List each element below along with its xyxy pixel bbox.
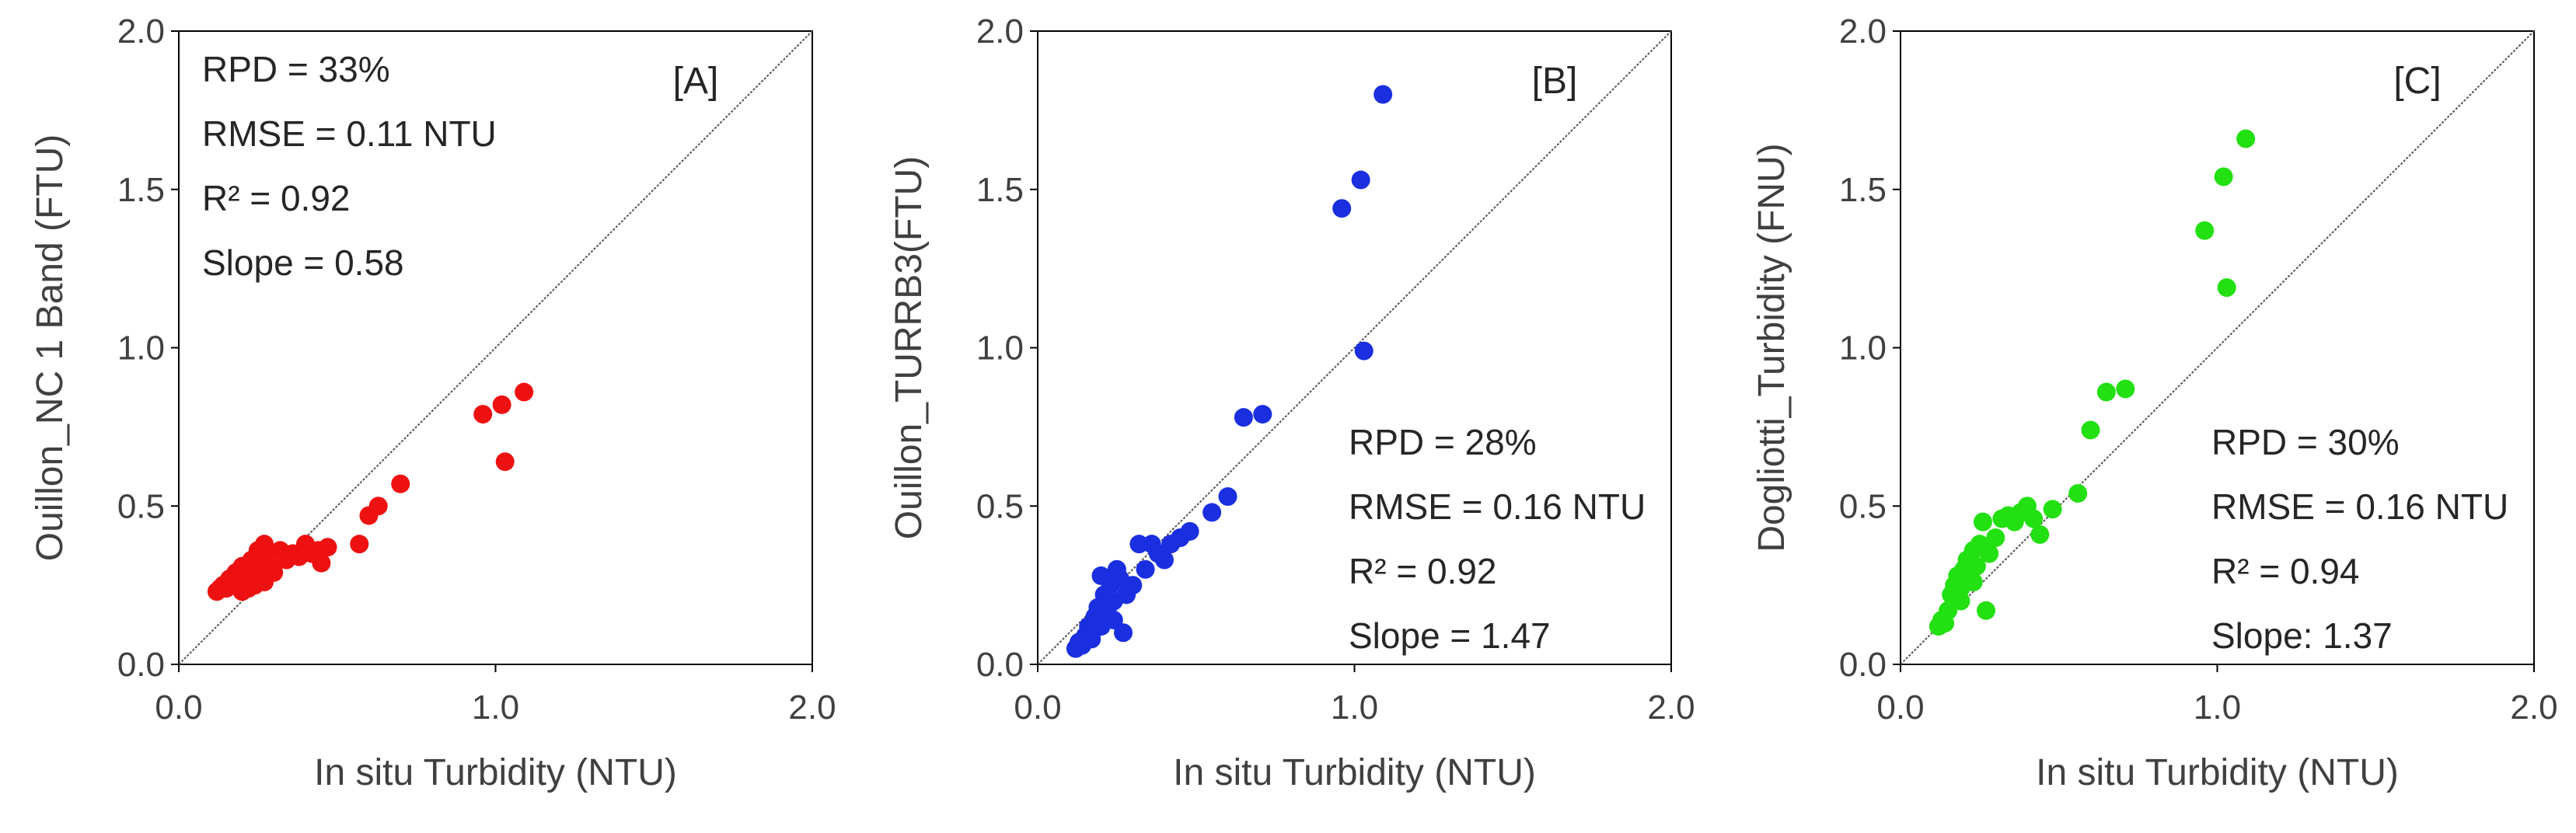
data-point xyxy=(1180,521,1199,541)
data-point xyxy=(255,535,274,554)
data-point xyxy=(2236,129,2256,148)
data-point xyxy=(2217,278,2236,298)
data-point xyxy=(1354,341,1374,361)
y-tick-label: 2.0 xyxy=(1839,12,1887,51)
x-tick-label: 0.0 xyxy=(155,688,202,727)
x-tick-label: 1.0 xyxy=(472,688,519,727)
data-point xyxy=(1136,559,1155,579)
stat-line: Slope = 1.47 xyxy=(1349,615,1551,656)
stat-line: RPD = 28% xyxy=(1349,422,1537,462)
data-point xyxy=(1114,623,1133,643)
data-point xyxy=(318,538,337,557)
y-tick-label: 0.5 xyxy=(976,487,1024,525)
y-tick-label: 1.5 xyxy=(117,171,165,209)
one-to-one-line xyxy=(1037,30,1672,665)
data-point xyxy=(2096,382,2116,402)
panel-label: [A] xyxy=(673,61,719,102)
data-point xyxy=(391,474,410,493)
data-point xyxy=(1977,601,1996,620)
data-point xyxy=(1986,528,2005,547)
x-tick-label: 2.0 xyxy=(2510,688,2557,727)
data-point xyxy=(2116,379,2135,399)
stat-line: R² = 0.92 xyxy=(1349,551,1497,591)
data-point xyxy=(1973,512,1992,532)
x-axis-title: In situ Turbidity (NTU) xyxy=(1173,752,1536,793)
data-point xyxy=(1939,601,1958,620)
y-tick-label: 1.0 xyxy=(976,329,1024,368)
data-point xyxy=(492,395,511,414)
x-tick-label: 0.0 xyxy=(1876,688,1924,727)
stat-line: Slope = 0.58 xyxy=(202,242,404,283)
stat-line: RMSE = 0.16 NTU xyxy=(2211,486,2508,527)
data-point xyxy=(2081,420,2100,440)
y-tick-label: 0.5 xyxy=(1839,487,1887,525)
y-tick-label: 0.0 xyxy=(1839,646,1887,684)
y-tick-label: 1.5 xyxy=(1839,171,1887,209)
x-axis-title: In situ Turbidity (NTU) xyxy=(2036,752,2399,793)
data-point xyxy=(264,563,284,582)
y-tick-label: 0.5 xyxy=(117,487,165,525)
y-tick-label: 0.0 xyxy=(976,646,1024,684)
stat-line: R² = 0.92 xyxy=(202,178,351,218)
y-tick-label: 1.0 xyxy=(117,329,165,368)
stat-line: RPD = 30% xyxy=(2211,422,2400,462)
data-point xyxy=(350,535,369,554)
data-point xyxy=(1332,199,1352,218)
data-point xyxy=(495,452,515,472)
data-point xyxy=(1374,85,1393,104)
data-point xyxy=(239,559,258,579)
y-tick-label: 2.0 xyxy=(976,12,1024,51)
y-axis-title: Dogliotti_Turbidity (FNU) xyxy=(1751,143,1792,552)
data-point xyxy=(368,497,388,516)
data-point xyxy=(1963,573,1983,592)
data-point xyxy=(1253,405,1272,424)
stat-line: RPD = 33% xyxy=(202,49,390,89)
panel-label: [C] xyxy=(2393,61,2441,102)
data-point xyxy=(2024,509,2044,528)
y-tick-label: 1.0 xyxy=(1839,329,1887,368)
data-point xyxy=(2195,221,2215,240)
data-point xyxy=(1082,629,1101,649)
y-axis-title: Ouillon_NC 1 Band (FTU) xyxy=(30,134,71,562)
scatter-panel-2: 0.0 1.0 2.0 0.0 0.5 1.0 1.5 2.0 In situ Turbidit… xyxy=(888,12,1695,793)
x-tick-label: 1.0 xyxy=(1331,688,1378,727)
x-axis-title: In situ Turbidity (NTU) xyxy=(314,752,677,793)
x-tick-label: 2.0 xyxy=(788,688,836,727)
stat-line: RMSE = 0.11 NTU xyxy=(202,113,497,154)
data-point xyxy=(1951,591,1970,611)
data-point xyxy=(515,382,534,402)
data-point xyxy=(2068,483,2088,503)
data-point xyxy=(1091,566,1111,585)
data-point xyxy=(1351,170,1370,190)
data-point xyxy=(2043,500,2062,519)
scatter-panel-3: 0.0 1.0 2.0 0.0 0.5 1.0 1.5 2.0 In situ Turbidit… xyxy=(1751,12,2558,793)
stat-line: R² = 0.94 xyxy=(2211,551,2360,591)
x-tick-label: 0.0 xyxy=(1014,688,1061,727)
data-point xyxy=(1104,610,1123,629)
data-point xyxy=(2030,525,2050,544)
scatter-panel-1: 0.0 1.0 2.0 0.0 0.5 1.0 1.5 2.0 In situ Turbidit… xyxy=(30,12,836,793)
data-point xyxy=(1155,550,1174,570)
data-point xyxy=(1980,544,1999,563)
y-axis-title: Ouillon_TURRB3(FTU) xyxy=(888,156,930,539)
data-point xyxy=(1202,503,1222,522)
data-point xyxy=(2214,167,2233,186)
data-point xyxy=(1218,487,1237,507)
data-point xyxy=(473,405,493,424)
y-tick-label: 1.5 xyxy=(976,171,1024,209)
stat-line: Slope: 1.37 xyxy=(2211,615,2393,656)
y-tick-label: 2.0 xyxy=(117,12,165,51)
data-point xyxy=(1123,576,1143,595)
one-to-one-line xyxy=(1900,30,2535,665)
data-point xyxy=(245,576,264,595)
stat-line: RMSE = 0.16 NTU xyxy=(1349,486,1646,527)
data-point xyxy=(1234,408,1253,427)
data-point xyxy=(312,553,331,573)
panel-label: [B] xyxy=(1532,61,1578,102)
x-tick-label: 1.0 xyxy=(2194,688,2241,727)
x-tick-label: 2.0 xyxy=(1647,688,1695,727)
y-tick-label: 0.0 xyxy=(117,646,165,684)
data-point xyxy=(1967,556,1986,576)
